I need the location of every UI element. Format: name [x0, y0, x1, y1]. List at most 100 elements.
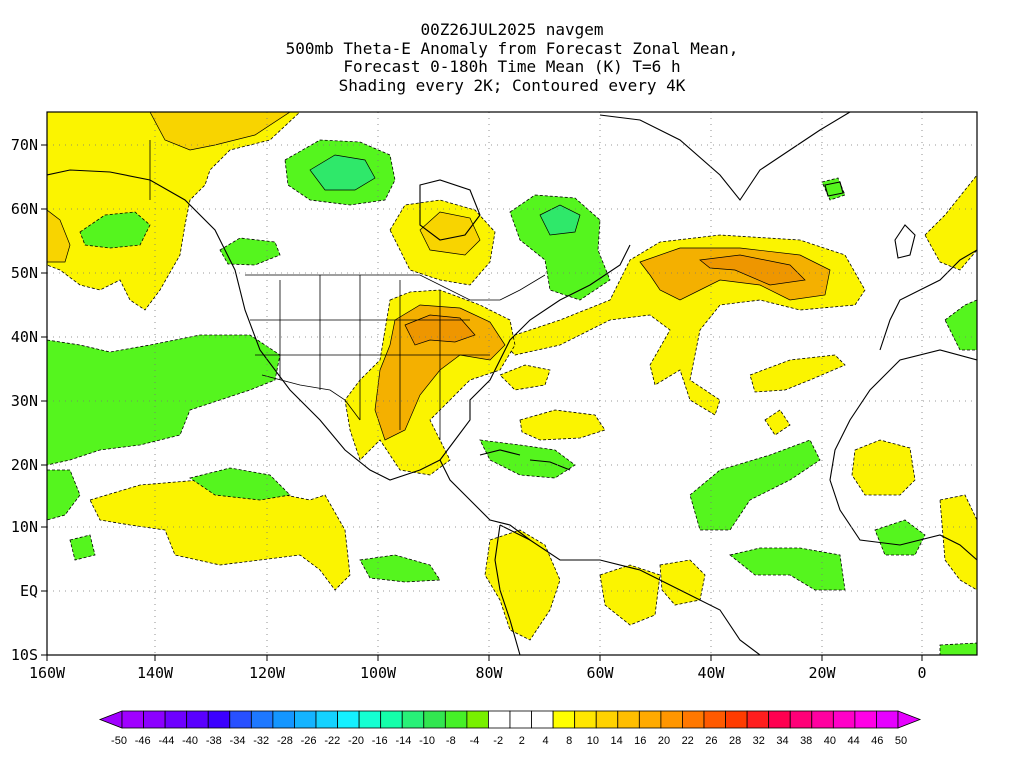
- lat-label-20n: 20N: [11, 456, 38, 474]
- lat-label-eq: EQ: [20, 582, 38, 600]
- colorbar-label: 2: [519, 735, 525, 747]
- colorbar-swatch: [703, 710, 726, 729]
- lon-label-20w: 20W: [808, 664, 836, 682]
- colorbar-high-arrow: [897, 710, 922, 729]
- shading-west-pacific-green: [47, 469, 81, 521]
- coastline-iceland: [824, 181, 844, 197]
- colorbar-label: -32: [253, 735, 269, 747]
- colorbar-swatch: [164, 710, 188, 729]
- colorbar-swatch: [423, 710, 446, 729]
- coastline-caribbean-islands: [479, 449, 571, 471]
- colorbar-label: -14: [395, 735, 411, 747]
- colorbar-label: 34: [776, 735, 788, 747]
- lat-label-40n: 40N: [11, 328, 38, 346]
- colorbar-swatch: [380, 710, 403, 729]
- colorbar-label: 32: [753, 735, 765, 747]
- colorbar-swatch: [121, 710, 144, 729]
- shading-south-america-warm: [484, 529, 561, 641]
- shading-tropical-atlantic-cool: [689, 439, 821, 531]
- title-line-3: Forecast 0-180h Time Mean (K) T=6 h: [343, 57, 681, 76]
- lon-label-100w: 100W: [360, 664, 397, 682]
- colorbar-label: 16: [634, 735, 646, 747]
- shading-central-canada-orange: [419, 211, 481, 256]
- coastline-europe: [879, 249, 977, 351]
- colorbar-swatch: [207, 710, 231, 729]
- colorbar-label: 14: [610, 735, 622, 747]
- colorbar-swatch: [789, 710, 813, 729]
- title-line-1: 00Z26JUL2025 navgem: [420, 20, 604, 39]
- colorbar-swatch: [444, 710, 468, 729]
- colorbar-label: -34: [230, 735, 246, 747]
- colorbar-label: -44: [158, 735, 174, 747]
- colorbar-swatch: [358, 710, 382, 729]
- border-us-state-grid: [250, 275, 490, 440]
- lat-label-60n: 60N: [11, 200, 38, 218]
- colorbar-swatch: [272, 710, 295, 729]
- lat-lon-grid: [47, 112, 977, 655]
- colorbar-label: -46: [135, 735, 151, 747]
- shading-europe-cool: [944, 299, 977, 351]
- map-frame: [46, 111, 978, 656]
- colorbar-swatch: [143, 710, 166, 729]
- shading-pacific-tropical-warm: [89, 479, 351, 591]
- lon-label-60w: 60W: [586, 664, 614, 682]
- lat-label-10n: 10N: [11, 518, 38, 536]
- colorbar-swatch: [854, 710, 877, 729]
- colorbar-swatch: [488, 710, 511, 729]
- colorbar-swatch: [832, 710, 856, 729]
- shading-pacific-cool-band: [47, 334, 281, 466]
- colorbar: -50 -46 -44 -40 -38 -34 -32 -28 -26 -22 -20 -16 -14-…: [98, 710, 922, 747]
- colorbar-label: 26: [705, 735, 717, 747]
- colorbar-swatch: [337, 710, 360, 729]
- colorbar-label: -2: [493, 735, 503, 747]
- shading-pacific-tropical-green: [189, 467, 291, 501]
- shading-ne-pacific-cool: [79, 211, 151, 249]
- colorbar-label: -20: [348, 735, 364, 747]
- colorbar-swatch: [725, 710, 748, 729]
- chart-title-block: 00Z26JUL2025 navgem 500mb Theta-E Anomal…: [0, 20, 1024, 95]
- colorbar-label: -40: [182, 735, 198, 747]
- colorbar-swatch: [552, 710, 576, 729]
- coastline-british-isles: [894, 224, 916, 259]
- colorbar-label: -28: [277, 735, 293, 747]
- colorbar-swatch: [811, 710, 834, 729]
- colorbar-label: 22: [682, 735, 694, 747]
- colorbar-swatch: [531, 710, 554, 729]
- colorbar-swatch: [746, 710, 770, 729]
- shading-ne-pacific-orange: [47, 209, 71, 263]
- axis-ticks: [41, 144, 923, 661]
- lon-label-140w: 140W: [137, 664, 174, 682]
- colorbar-swatch: [617, 710, 640, 729]
- shading-labrador-cool: [509, 194, 611, 301]
- colorbar-label: 38: [800, 735, 812, 747]
- colorbar-label: -4: [470, 735, 480, 747]
- coastline-africa: [829, 349, 977, 561]
- shading-gulf-warm: [519, 409, 606, 441]
- colorbar-label: 20: [658, 735, 670, 747]
- colorbar-label: -16: [372, 735, 388, 747]
- coastline-east-us: [439, 244, 631, 461]
- colorbar-label: 50: [895, 735, 907, 747]
- colorbar-swatch: [574, 710, 597, 729]
- coastlines: [47, 112, 977, 655]
- title-line-4: Shading every 2K; Contoured every 4K: [338, 75, 686, 95]
- colorbar-label: 8: [566, 735, 572, 747]
- shading-west-canada-cool: [219, 237, 281, 266]
- colorbar-swatch: [768, 710, 791, 729]
- shading-south-atlantic-cool: [939, 642, 977, 655]
- colorbar-label: 10: [587, 735, 599, 747]
- shading-caribbean-warm: [499, 364, 551, 391]
- colorbar-label: 4: [542, 735, 548, 747]
- colorbar-swatch: [186, 710, 209, 729]
- border-us-canada: [245, 274, 546, 301]
- colorbar-swatch: [229, 710, 252, 729]
- shading-caribbean-cool: [479, 439, 576, 479]
- shading-africa-warm-east: [939, 494, 977, 591]
- colorbar-label: 44: [847, 735, 859, 747]
- colorbar-label: -50: [111, 735, 127, 747]
- lat-label-50n: 50N: [11, 264, 38, 282]
- shading-east-pacific-green: [359, 554, 441, 583]
- shading-atlantic-warm-blob-2: [764, 409, 791, 436]
- anomaly-shading: [47, 112, 977, 655]
